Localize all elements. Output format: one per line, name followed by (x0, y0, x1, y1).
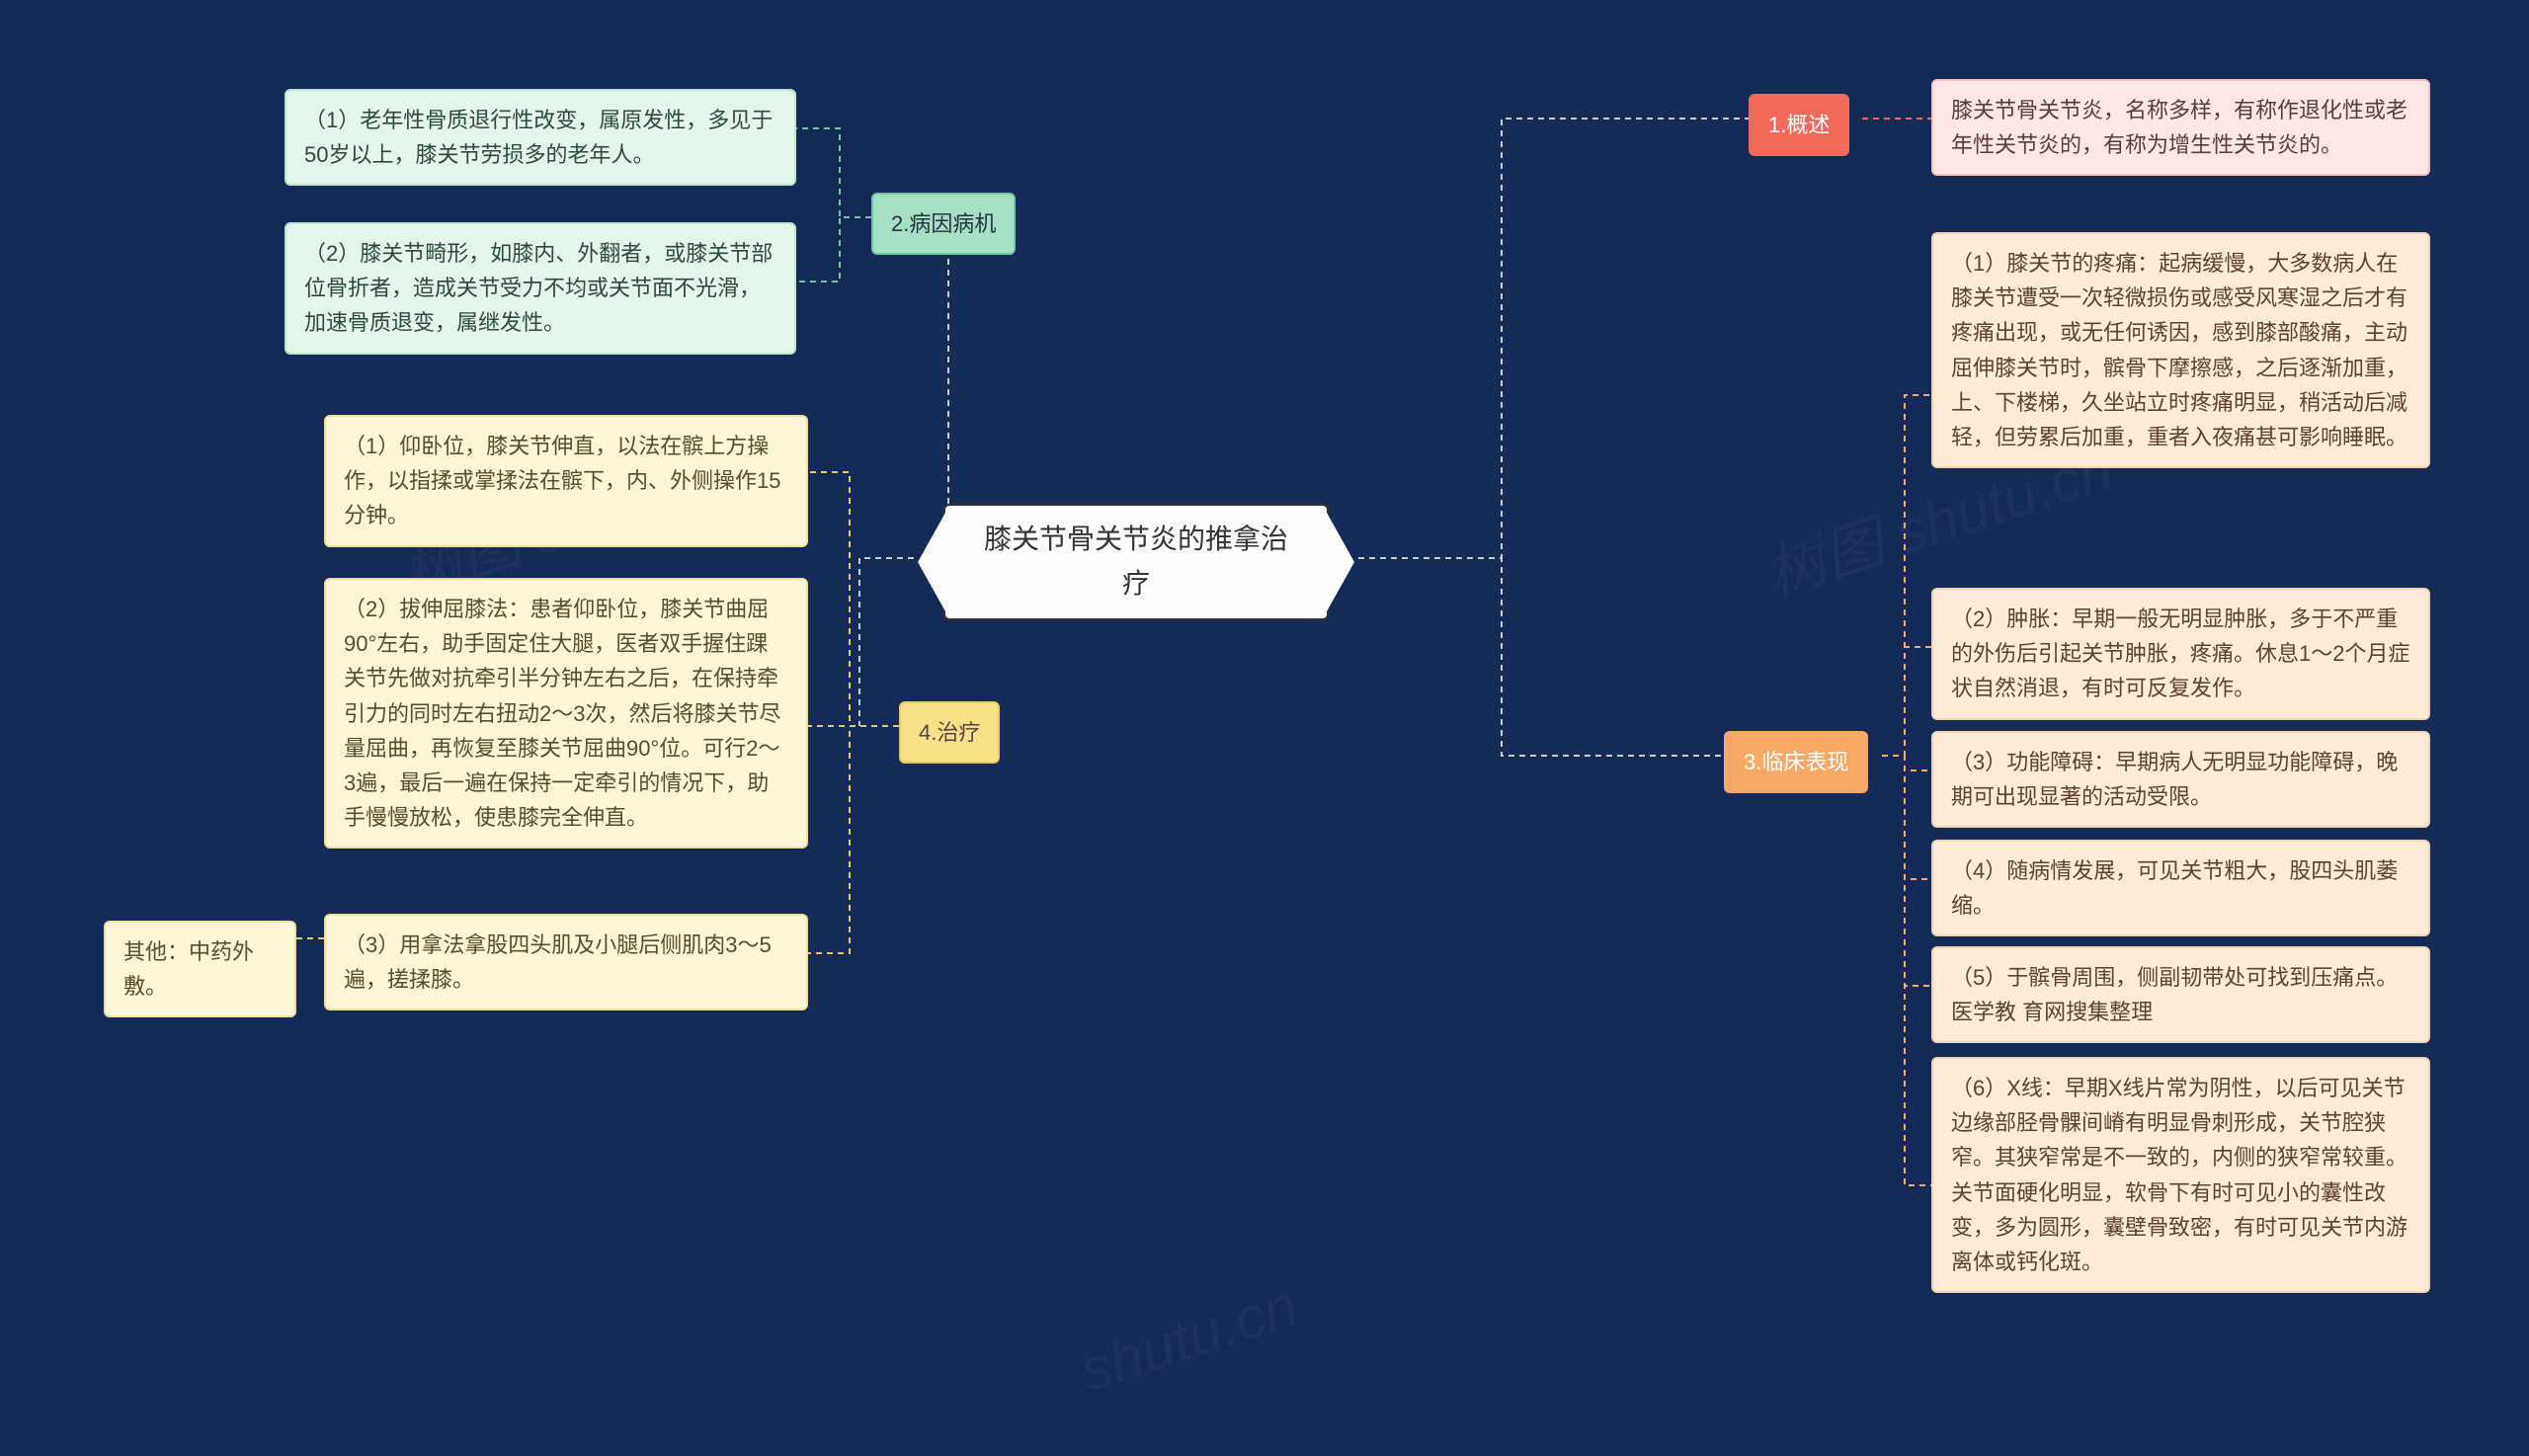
branch-treatment: 4.治疗 (899, 701, 1000, 764)
leaf-clinical-5: （5）于髌骨周围，侧副韧带处可找到压痛点。医学教 育网搜集整理 (1931, 946, 2430, 1043)
leaf-treatment-2: （2）拔伸屈膝法：患者仰卧位，膝关节曲屈90°左右，助手固定住大腿，医者双手握住… (324, 578, 808, 849)
root-line2: 疗 (1122, 568, 1150, 599)
leaf-clinical-2: （2）肿胀：早期一般无明显肿胀，多于不严重的外伤后引起关节肿胀，疼痛。休息1～2… (1931, 588, 2430, 720)
branch-overview: 1.概述 (1749, 94, 1849, 156)
leaf-treatment-1: （1）仰卧位，膝关节伸直，以法在髌上方操作，以指揉或掌揉法在髌下，内、外侧操作1… (324, 415, 808, 547)
leaf-clinical-1: （1）膝关节的疼痛：起病缓慢，大多数病人在膝关节遭受一次轻微损伤或感受风寒湿之后… (1931, 232, 2430, 468)
leaf-etiology-1: （1）老年性骨质退行性改变，属原发性，多见于50岁以上，膝关节劳损多的老年人。 (285, 89, 796, 186)
watermark: shutu.cn (1072, 1271, 1306, 1406)
leaf-treatment-4: 其他：中药外敷。 (104, 921, 296, 1017)
leaf-etiology-2: （2）膝关节畸形，如膝内、外翻者，或膝关节部位骨折者，造成关节受力不均或关节面不… (285, 222, 796, 355)
leaf-clinical-3: （3）功能障碍：早期病人无明显功能障碍，晚期可出现显著的活动受限。 (1931, 731, 2430, 828)
leaf-clinical-4: （4）随病情发展，可见关节粗大，股四头肌萎缩。 (1931, 840, 2430, 936)
leaf-overview-1: 膝关节骨关节炎，名称多样，有称作退化性或老年性关节炎的，有称为增生性关节炎的。 (1931, 79, 2430, 176)
root-node: 膝关节骨关节炎的推拿治 疗 (943, 504, 1329, 620)
branch-etiology: 2.病因病机 (871, 193, 1016, 255)
root-line1: 膝关节骨关节炎的推拿治 (984, 524, 1288, 554)
leaf-treatment-3: （3）用拿法拿股四头肌及小腿后侧肌肉3～5遍，搓揉膝。 (324, 914, 808, 1011)
branch-clinical: 3.临床表现 (1724, 731, 1868, 793)
leaf-clinical-6: （6）X线：早期X线片常为阴性，以后可见关节边缘部胫骨髁间嵴有明显骨刺形成，关节… (1931, 1057, 2430, 1293)
